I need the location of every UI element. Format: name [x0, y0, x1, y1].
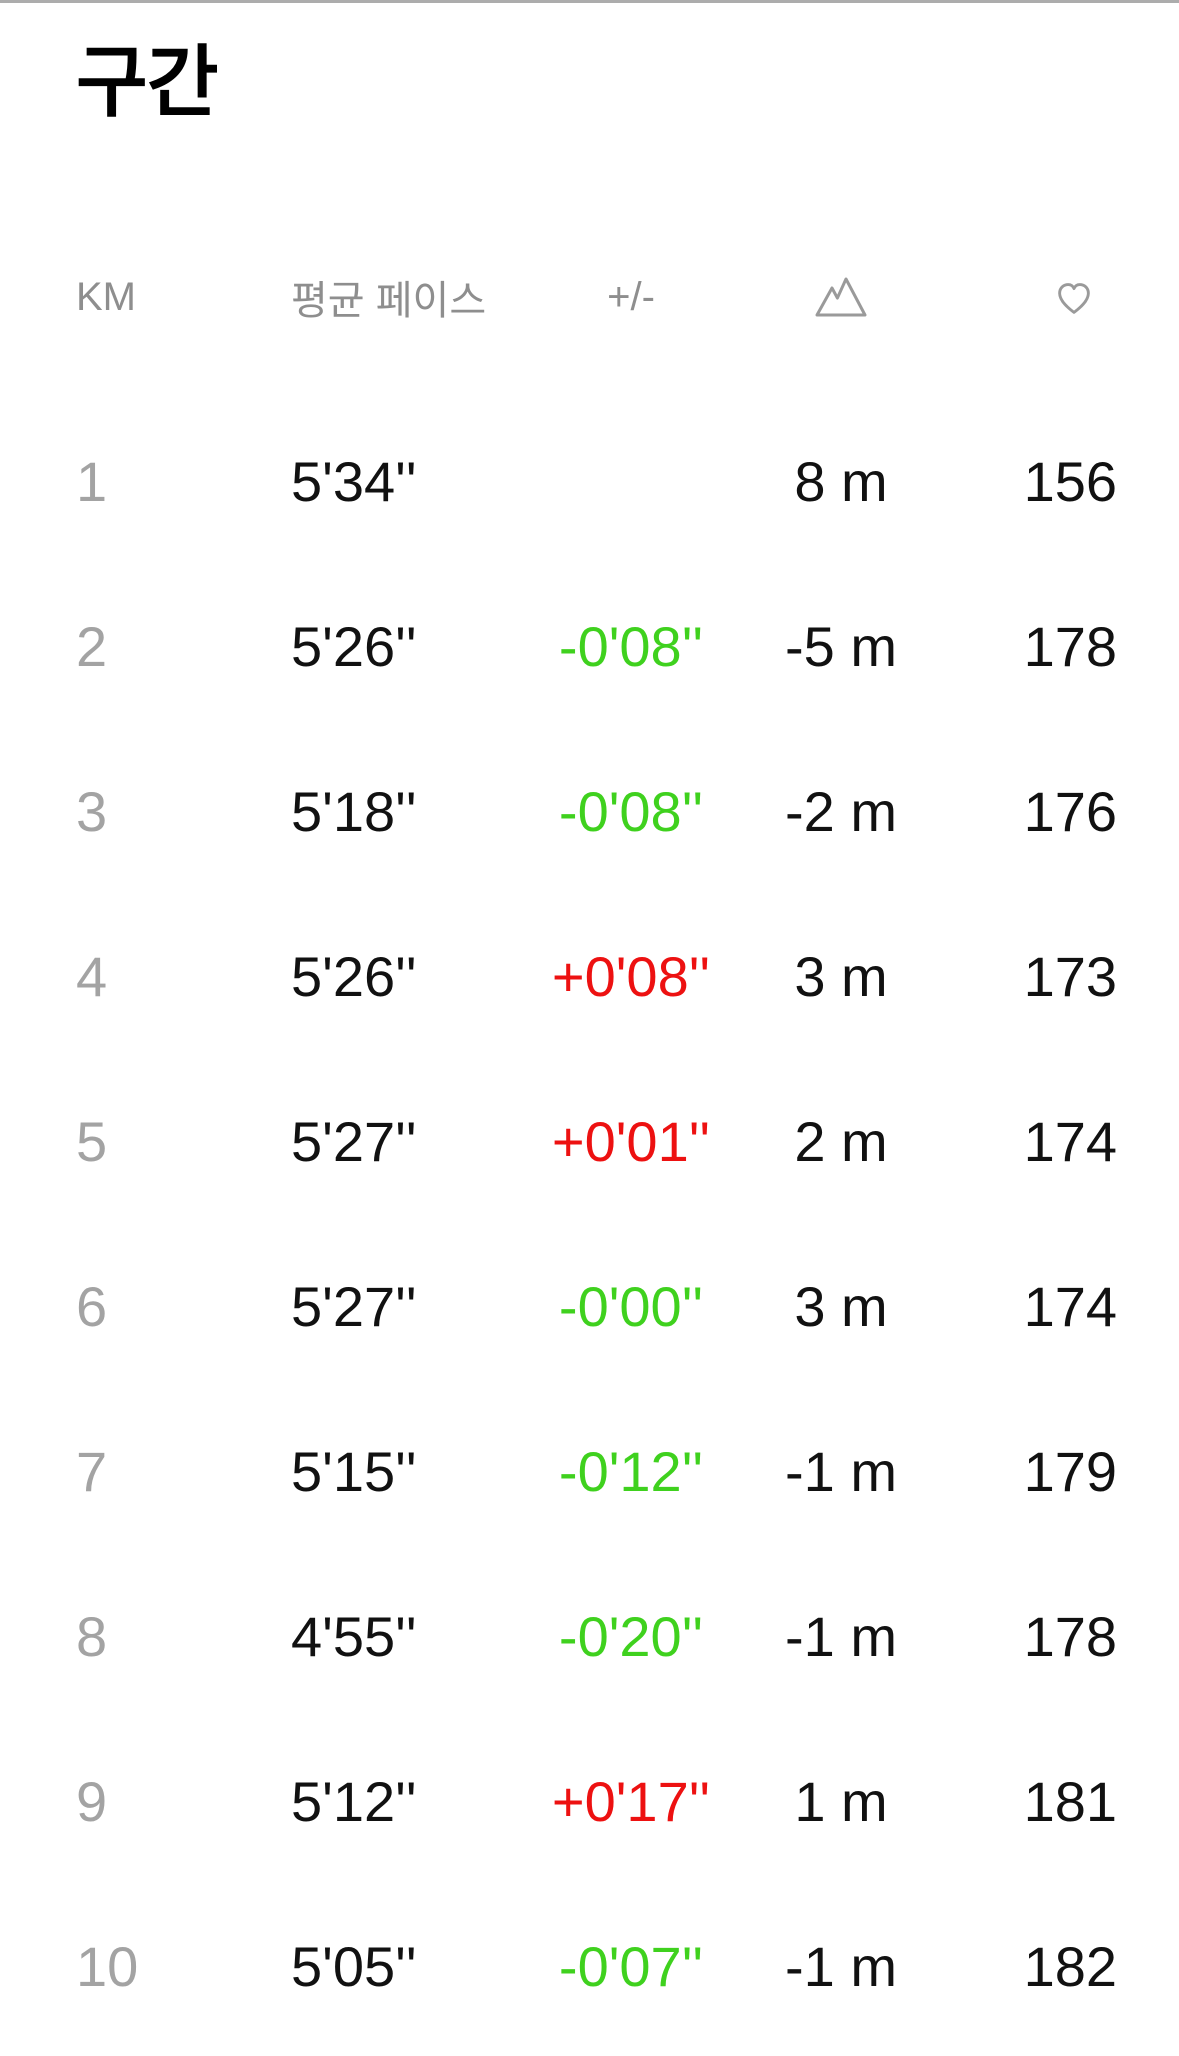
row-heart-rate: 178: [1023, 615, 1117, 678]
row-average-pace: 5'05'': [291, 1935, 417, 1998]
table-row: 8 4'55'' -0'20'' -1 m 178: [76, 1554, 1117, 1719]
table-row: 3 5'18'' -0'08'' -2 m 176: [76, 729, 1117, 894]
row-heart-rate: 182: [1023, 1935, 1117, 1998]
row-elevation: 1 m: [794, 1770, 888, 1833]
row-km: 4: [76, 945, 108, 1008]
row-elevation: -1 m: [785, 1440, 897, 1503]
row-elevation: -5 m: [785, 615, 897, 678]
row-average-pace: 4'55'': [291, 1605, 417, 1668]
row-km: 7: [76, 1440, 108, 1503]
table-row: 4 5'26'' +0'08'' 3 m 173: [76, 894, 1117, 1059]
row-elevation: -1 m: [785, 1935, 897, 1998]
row-elevation: 8 m: [794, 450, 888, 513]
row-heart-rate: 174: [1023, 1110, 1117, 1173]
row-elevation: 3 m: [794, 945, 888, 1008]
row-pace-diff: +0'17'': [551, 1770, 711, 1833]
row-heart-rate: 179: [1023, 1440, 1117, 1503]
table-row: 9 5'12'' +0'17'' 1 m 181: [76, 1719, 1117, 1884]
row-pace-diff: -0'00'': [558, 1275, 704, 1338]
row-elevation: 2 m: [794, 1110, 888, 1173]
table-row: 2 5'26'' -0'08'' -5 m 178: [76, 564, 1117, 729]
page-title: 구간: [76, 38, 219, 126]
row-km: 2: [76, 615, 108, 678]
row-elevation: -2 m: [785, 780, 897, 843]
table-row: 6 5'27'' -0'00'' 3 m 174: [76, 1224, 1117, 1389]
row-heart-rate: 176: [1023, 780, 1117, 843]
row-pace-diff: -0'08'': [558, 780, 704, 843]
heart-icon: [1051, 275, 1097, 321]
row-pace-diff: -0'08'': [558, 615, 704, 678]
row-elevation: 3 m: [794, 1275, 888, 1338]
column-header-pace-diff: +/-: [607, 274, 655, 319]
row-km: 5: [76, 1110, 108, 1173]
row-average-pace: 5'26'': [291, 945, 417, 1008]
row-km: 10: [76, 1935, 139, 1998]
row-pace-diff: -0'12'': [558, 1440, 704, 1503]
row-heart-rate: 174: [1023, 1275, 1117, 1338]
row-average-pace: 5'18'': [291, 780, 417, 843]
row-km: 3: [76, 780, 108, 843]
top-divider: [0, 0, 1179, 3]
row-average-pace: 5'15'': [291, 1440, 417, 1503]
row-km: 1: [76, 450, 108, 513]
column-header-average-pace: 평균 페이스: [291, 279, 487, 323]
row-average-pace: 5'12'': [291, 1770, 417, 1833]
row-km: 6: [76, 1275, 108, 1338]
table-row: 7 5'15'' -0'12'' -1 m 179: [76, 1389, 1117, 1554]
row-heart-rate: 173: [1023, 945, 1117, 1008]
row-km: 9: [76, 1770, 108, 1833]
table-row: 5 5'27'' +0'01'' 2 m 174: [76, 1059, 1117, 1224]
row-heart-rate: 181: [1023, 1770, 1117, 1833]
column-header-heart-rate: [961, 273, 1117, 320]
row-pace-diff: -0'20'': [558, 1605, 704, 1668]
row-km: 8: [76, 1605, 108, 1668]
row-average-pace: 5'27'': [291, 1110, 417, 1173]
table-row: 1 5'34'' 8 m 156: [76, 399, 1117, 564]
row-pace-diff: +0'01'': [551, 1110, 711, 1173]
splits-rows: 1 5'34'' 8 m 156 2 5'26'' -0'08'' -5 m 1…: [76, 399, 1117, 2049]
splits-table-header: KM 평균 페이스 +/-: [76, 261, 1117, 333]
row-elevation: -1 m: [785, 1605, 897, 1668]
row-pace-diff: -0'07'': [558, 1935, 704, 1998]
column-header-elevation: [721, 273, 961, 321]
mountain-icon: [813, 273, 869, 321]
row-average-pace: 5'26'': [291, 615, 417, 678]
row-average-pace: 5'27'': [291, 1275, 417, 1338]
table-row: 10 5'05'' -0'07'' -1 m 182: [76, 1884, 1117, 2049]
row-heart-rate: 178: [1023, 1605, 1117, 1668]
column-header-km: KM: [76, 274, 136, 319]
row-pace-diff: +0'08'': [551, 945, 711, 1008]
row-average-pace: 5'34'': [291, 450, 417, 513]
row-heart-rate: 156: [1023, 450, 1117, 513]
